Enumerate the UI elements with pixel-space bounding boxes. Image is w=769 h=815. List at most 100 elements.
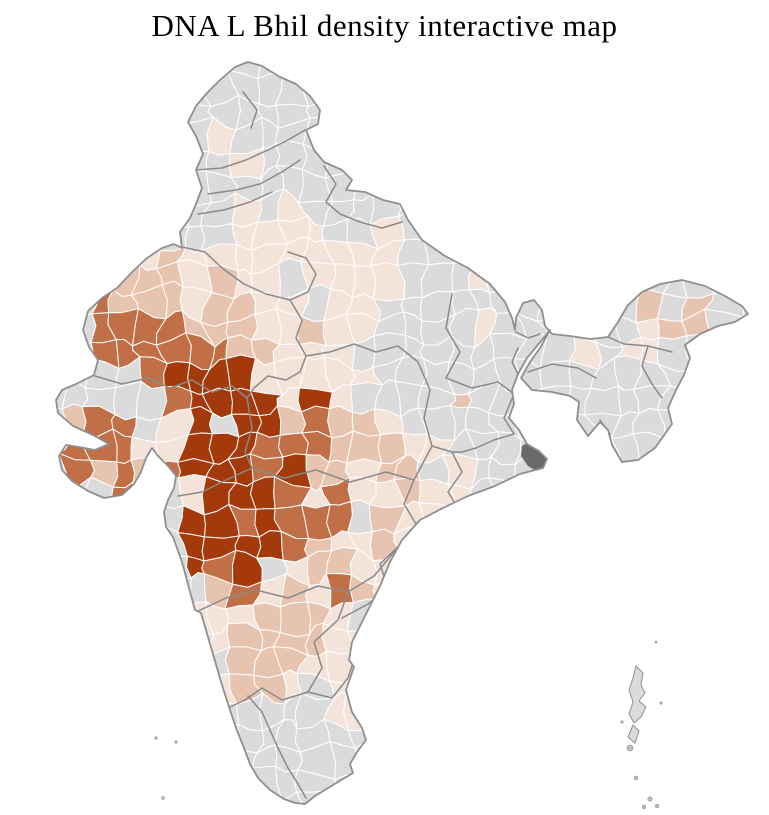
district-cell[interactable]: [543, 477, 569, 509]
district-cell[interactable]: [710, 598, 739, 635]
district-cell[interactable]: [36, 531, 70, 554]
district-cell[interactable]: [375, 739, 407, 774]
district-cell[interactable]: [422, 189, 450, 221]
district-cell[interactable]: [34, 343, 68, 370]
district-cell[interactable]: [397, 677, 428, 704]
district-cell[interactable]: [537, 97, 570, 126]
district-cell[interactable]: [683, 236, 717, 276]
district-cell[interactable]: [562, 69, 587, 105]
district-cell[interactable]: [84, 236, 115, 270]
district-cell[interactable]: [734, 718, 757, 749]
district-cell[interactable]: [717, 144, 735, 182]
district-cell[interactable]: [741, 196, 763, 218]
district-cell[interactable]: [397, 189, 426, 218]
district-cell[interactable]: [584, 48, 618, 84]
district-cell[interactable]: [152, 116, 185, 150]
district-cell[interactable]: [571, 173, 596, 199]
district-cell[interactable]: [587, 575, 624, 606]
district-cell[interactable]: [586, 597, 622, 634]
district-cell[interactable]: [564, 791, 600, 815]
district-cell[interactable]: [43, 92, 69, 125]
district-cell[interactable]: [368, 117, 402, 150]
district-cell[interactable]: [368, 671, 406, 705]
district-cell[interactable]: [715, 430, 736, 465]
district-cell[interactable]: [613, 478, 643, 514]
district-cell[interactable]: [370, 143, 402, 172]
district-cell[interactable]: [296, 789, 334, 815]
district-cell[interactable]: [515, 50, 542, 83]
district-cell[interactable]: [493, 741, 523, 778]
district-cell[interactable]: [633, 626, 665, 649]
district-cell[interactable]: [155, 724, 191, 754]
district-cell[interactable]: [680, 676, 716, 708]
district-cell[interactable]: [514, 117, 544, 156]
district-cell[interactable]: [375, 700, 405, 726]
district-cell[interactable]: [638, 457, 670, 486]
district-cell[interactable]: [394, 47, 424, 80]
district-cell[interactable]: [729, 597, 764, 625]
district-cell[interactable]: [596, 772, 615, 795]
district-cell[interactable]: [418, 171, 444, 202]
district-cell[interactable]: [59, 792, 93, 815]
district-cell[interactable]: [152, 145, 185, 179]
district-cell[interactable]: [512, 199, 542, 219]
district-cell[interactable]: [588, 621, 620, 653]
district-cell[interactable]: [540, 169, 574, 203]
district-cell[interactable]: [399, 550, 431, 587]
district-cell[interactable]: [33, 719, 64, 753]
district-cell[interactable]: [116, 724, 136, 752]
district-cell[interactable]: [465, 164, 496, 203]
district-cell[interactable]: [540, 743, 567, 768]
district-cell[interactable]: [420, 701, 452, 730]
district-cell[interactable]: [678, 80, 716, 108]
district-cell[interactable]: [64, 623, 91, 658]
district-cell[interactable]: [346, 430, 383, 464]
district-cell[interactable]: [684, 548, 715, 582]
district-cell[interactable]: [489, 164, 525, 201]
district-cell[interactable]: [38, 214, 74, 242]
district-cell[interactable]: [107, 534, 141, 562]
district-cell[interactable]: [537, 118, 570, 156]
district-cell[interactable]: [716, 177, 743, 198]
district-cell[interactable]: [398, 583, 431, 610]
district-cell[interactable]: [540, 678, 569, 707]
district-cell[interactable]: [516, 718, 551, 747]
district-cell[interactable]: [563, 765, 600, 798]
district-cell[interactable]: [113, 509, 141, 540]
district-cell[interactable]: [130, 674, 164, 700]
district-cell[interactable]: [155, 694, 184, 731]
district-cell[interactable]: [157, 628, 182, 655]
district-cell[interactable]: [585, 672, 618, 701]
district-cell[interactable]: [546, 549, 576, 579]
district-cell[interactable]: [416, 773, 449, 801]
district-cell[interactable]: [610, 186, 644, 228]
district-cell[interactable]: [517, 596, 544, 633]
district-cell[interactable]: [685, 333, 714, 371]
district-cell[interactable]: [443, 578, 473, 609]
district-cell[interactable]: [715, 380, 743, 417]
district-cell[interactable]: [181, 672, 214, 696]
district-cell[interactable]: [78, 46, 118, 79]
district-cell[interactable]: [518, 547, 553, 579]
district-cell[interactable]: [109, 137, 140, 174]
district-cell[interactable]: [559, 717, 594, 749]
district-cell[interactable]: [728, 528, 764, 562]
district-cell[interactable]: [351, 96, 375, 128]
district-cell[interactable]: [681, 57, 716, 83]
district-cell[interactable]: [324, 144, 358, 179]
district-cell[interactable]: [204, 770, 235, 802]
district-cell[interactable]: [82, 623, 118, 658]
district-cell[interactable]: [36, 678, 69, 706]
district-cell[interactable]: [564, 48, 593, 84]
district-cell[interactable]: [709, 484, 744, 505]
district-cell[interactable]: [109, 165, 140, 193]
district-cell[interactable]: [36, 169, 62, 200]
district-cell[interactable]: [659, 548, 691, 582]
district-cell[interactable]: [708, 103, 740, 125]
district-cell[interactable]: [585, 103, 620, 126]
district-cell[interactable]: [610, 219, 648, 252]
district-cell[interactable]: [416, 49, 453, 81]
district-cell[interactable]: [347, 499, 373, 535]
district-cell[interactable]: [613, 502, 641, 540]
